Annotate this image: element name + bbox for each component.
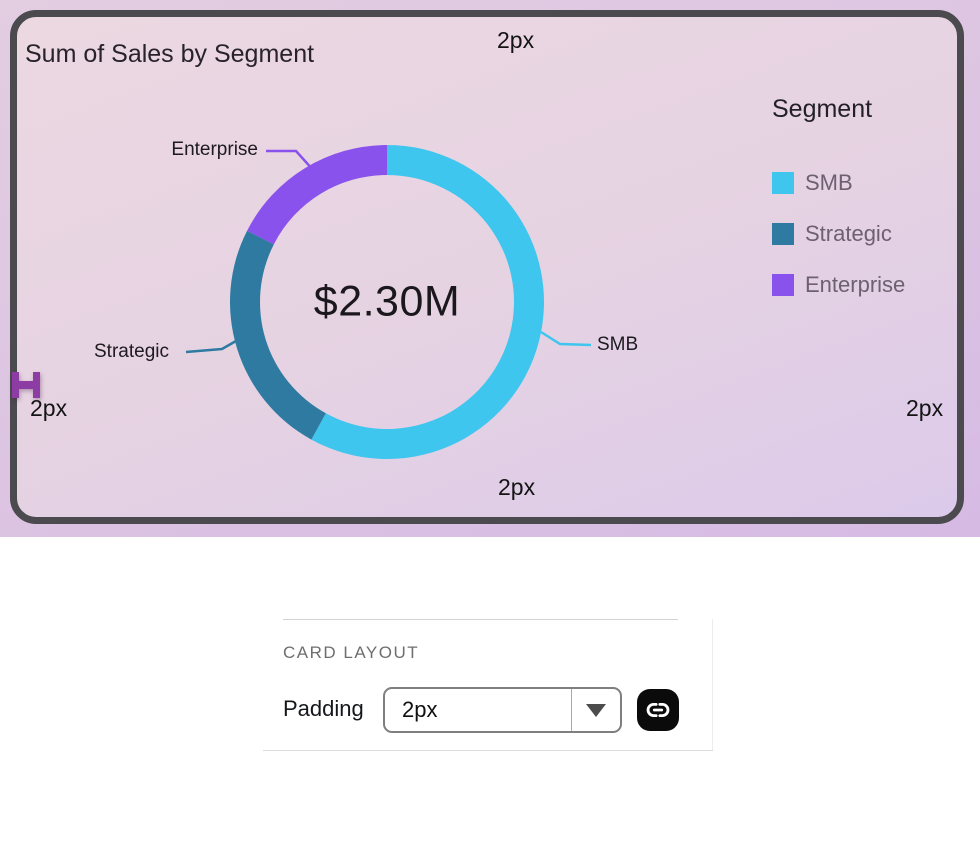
legend-swatch-strategic xyxy=(772,223,794,245)
card-layout-section-title: CARD LAYOUT xyxy=(283,643,420,662)
legend-item-strategic[interactable]: Strategic xyxy=(772,221,905,246)
padding-handle-icon[interactable] xyxy=(12,372,40,398)
visual-title: Sum of Sales by Segment xyxy=(25,40,315,68)
legend-swatch-smb xyxy=(772,172,794,194)
legend-item-smb[interactable]: SMB xyxy=(772,170,905,195)
divider xyxy=(263,750,713,751)
legend: Segment SMB Strategic Enterprise xyxy=(772,95,905,325)
legend-swatch-enterprise xyxy=(772,274,794,296)
dropdown-caret-box xyxy=(572,703,620,717)
dashboard-canvas: Sum of Sales by Segment $2.30M Enterpris… xyxy=(0,0,980,537)
legend-item-enterprise[interactable]: Enterprise xyxy=(772,272,906,297)
slice-label-enterprise: Enterprise xyxy=(171,139,258,160)
padding-annotation-right: 2px xyxy=(906,395,944,421)
padding-annotation-bottom: 2px xyxy=(498,474,536,500)
donut-segment-strategic[interactable] xyxy=(229,230,326,440)
slice-label-strategic: Strategic xyxy=(94,341,169,362)
padding-annotation-left: 2px xyxy=(30,395,68,421)
divider xyxy=(283,619,678,620)
legend-label-smb: SMB xyxy=(805,170,853,195)
dropdown-divider xyxy=(571,689,572,731)
padding-field-label: Padding xyxy=(283,696,364,721)
slice-label-smb: SMB xyxy=(597,334,639,355)
visual-card[interactable] xyxy=(10,10,964,524)
donut-segment-enterprise[interactable] xyxy=(247,145,387,245)
handle-bar xyxy=(12,372,19,398)
handle-bar xyxy=(33,372,40,398)
legend-title: Segment xyxy=(772,95,873,123)
donut-chart xyxy=(229,145,544,459)
legend-label-strategic: Strategic xyxy=(805,221,892,246)
donut-segment-smb[interactable] xyxy=(311,145,544,459)
chevron-down-icon xyxy=(586,703,606,717)
padding-annotation-top: 2px xyxy=(497,27,535,53)
padding-dropdown[interactable]: 2px xyxy=(383,687,622,733)
handle-bar xyxy=(17,381,35,389)
settings-panel: CARD LAYOUT Padding 2px xyxy=(0,537,980,864)
divider xyxy=(712,619,713,750)
padding-dropdown-value: 2px xyxy=(402,697,438,722)
link-padding-button[interactable] xyxy=(637,689,679,731)
legend-label-enterprise: Enterprise xyxy=(805,272,906,297)
link-icon xyxy=(646,702,670,718)
donut-center-value: $2.30M xyxy=(313,277,461,326)
